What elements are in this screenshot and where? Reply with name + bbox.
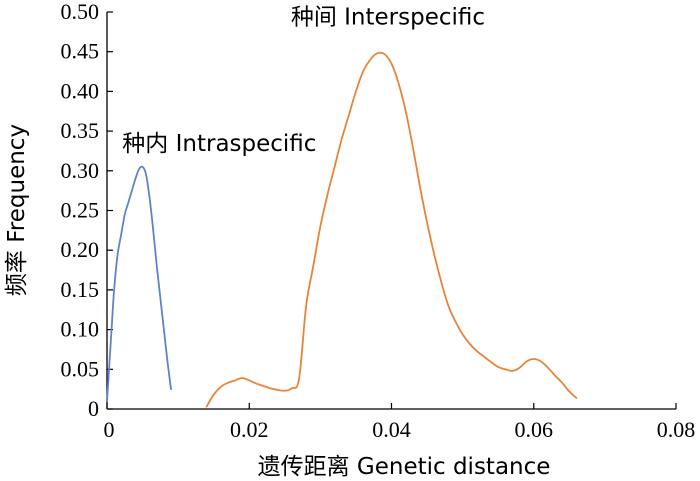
x-tick-label: 0.04 <box>372 417 411 442</box>
y-tick-label: 0.20 <box>61 237 100 262</box>
x-axis-title: 遗传距离 Genetic distance <box>258 454 551 480</box>
intraspecific-series-line <box>106 165 172 402</box>
axes <box>106 12 676 410</box>
y-tick-label: 0.25 <box>61 198 100 223</box>
y-tick-label: 0.30 <box>61 158 100 183</box>
x-axis-ticks: 0 0.02 0.04 0.06 0.08 <box>104 403 696 442</box>
x-tick-label: 0.08 <box>657 417 696 442</box>
y-axis-ticks: 0 0.05 0.10 0.15 0.20 0.25 0.30 0.35 0.40 0.45 0.5… <box>61 0 113 421</box>
y-tick-label: 0.50 <box>61 0 100 24</box>
y-axis-title: 频率 Frequency <box>4 124 30 296</box>
x-tick-label: 0 <box>104 417 115 442</box>
y-tick-label: 0.15 <box>61 277 100 302</box>
y-tick-label: 0 <box>88 396 99 421</box>
x-tick-label: 0.02 <box>230 417 269 442</box>
annotation-layer: 种间 Interspecific 种内 Intraspecific <box>122 5 485 157</box>
series-layer <box>106 51 578 408</box>
x-tick-label: 0.06 <box>515 417 554 442</box>
interspecific-series-line <box>205 51 578 408</box>
interspecific-label: 种间 Interspecific <box>291 5 485 31</box>
intraspecific-label: 种内 Intraspecific <box>122 131 316 157</box>
y-tick-label: 0.05 <box>61 356 100 381</box>
y-tick-label: 0.45 <box>61 39 100 64</box>
y-tick-label: 0.40 <box>61 78 100 103</box>
y-tick-label: 0.35 <box>61 118 100 143</box>
y-tick-label: 0.10 <box>61 317 100 342</box>
